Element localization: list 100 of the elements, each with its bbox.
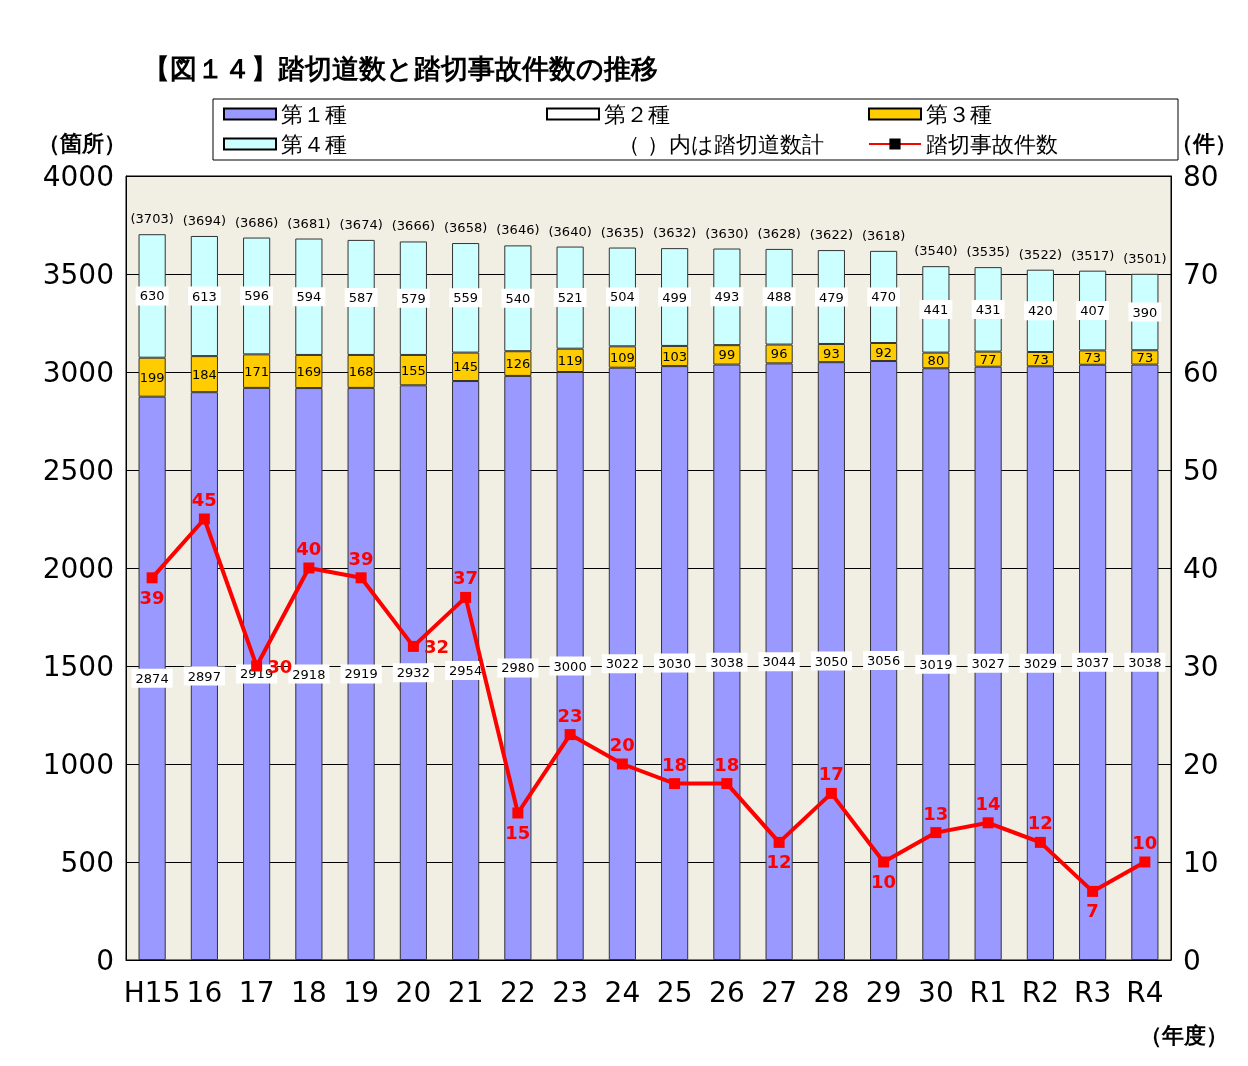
point bbox=[878, 856, 890, 868]
point bbox=[512, 807, 524, 819]
y-tick-label: 2000 bbox=[42, 551, 114, 585]
data-label: 488 bbox=[766, 289, 792, 305]
data-label: 587 bbox=[348, 289, 374, 305]
point bbox=[407, 640, 419, 652]
x-tick-label: 18 bbox=[291, 975, 327, 1009]
point bbox=[146, 572, 158, 584]
x-tick-label: 27 bbox=[761, 975, 797, 1009]
total-label: (3501) bbox=[1123, 250, 1167, 266]
data-label: 126 bbox=[505, 356, 531, 372]
data-label: 171 bbox=[244, 363, 270, 379]
x-tick-label: 29 bbox=[865, 975, 902, 1009]
data-label: 540 bbox=[505, 290, 531, 306]
data-label: 10 bbox=[1132, 832, 1158, 853]
data-label: 3030 bbox=[658, 655, 692, 671]
data-label: 20 bbox=[609, 734, 635, 755]
data-label: 2919 bbox=[344, 666, 378, 682]
data-label: 431 bbox=[975, 301, 1001, 317]
data-label: 493 bbox=[714, 289, 740, 305]
data-label: 14 bbox=[975, 792, 1001, 814]
data-label: 73 bbox=[1032, 351, 1049, 367]
x-tick-label: 30 bbox=[918, 975, 954, 1009]
data-label: 2980 bbox=[501, 660, 535, 676]
data-label: 579 bbox=[400, 290, 426, 306]
point bbox=[773, 836, 785, 848]
x-tick-label: 16 bbox=[186, 975, 223, 1009]
data-label: 23 bbox=[557, 704, 583, 726]
y-axis-title: （箇所） bbox=[38, 130, 126, 156]
data-label: 3027 bbox=[971, 655, 1005, 671]
total-label: (3622) bbox=[809, 227, 853, 243]
y-tick-label: 2500 bbox=[42, 453, 114, 487]
data-label: 39 bbox=[348, 547, 374, 569]
data-label: 15 bbox=[505, 822, 531, 843]
data-label: 96 bbox=[770, 346, 788, 362]
total-label: (3535) bbox=[966, 244, 1010, 260]
x-tick-label: 24 bbox=[604, 975, 641, 1009]
total-label: (3517) bbox=[1071, 247, 1115, 263]
data-label: 2897 bbox=[187, 668, 221, 684]
x-tick-label: R2 bbox=[1021, 975, 1060, 1009]
data-label: 7 bbox=[1086, 900, 1099, 922]
data-label: 420 bbox=[1027, 303, 1053, 319]
data-label: 109 bbox=[609, 349, 635, 365]
data-label: 407 bbox=[1080, 303, 1106, 319]
point bbox=[721, 778, 733, 790]
x-tick-label: 25 bbox=[656, 975, 693, 1009]
data-label: 80 bbox=[927, 352, 945, 368]
data-label: 199 bbox=[139, 369, 165, 385]
data-label: 470 bbox=[871, 289, 897, 305]
point bbox=[982, 817, 994, 829]
data-label: 441 bbox=[923, 301, 949, 317]
data-label: 40 bbox=[296, 538, 322, 559]
y2-tick-label: 70 bbox=[1183, 257, 1219, 291]
data-label: 594 bbox=[296, 289, 322, 305]
x-tick-label: R3 bbox=[1073, 975, 1112, 1009]
x-tick-label: 20 bbox=[395, 975, 432, 1009]
data-label: 99 bbox=[718, 347, 736, 363]
legend-label: 第１種 bbox=[281, 101, 347, 127]
point bbox=[1087, 885, 1099, 897]
point bbox=[669, 778, 681, 790]
data-label: 3037 bbox=[1076, 654, 1110, 670]
total-label: (3658) bbox=[444, 220, 488, 236]
data-label: 630 bbox=[139, 288, 165, 304]
total-label: (3674) bbox=[339, 216, 383, 232]
data-label: 103 bbox=[662, 348, 688, 364]
data-label: 17 bbox=[818, 763, 844, 785]
total-label: (3686) bbox=[235, 214, 279, 230]
data-label: 479 bbox=[818, 289, 844, 305]
point bbox=[460, 591, 472, 603]
y2-tick-label: 30 bbox=[1183, 649, 1219, 683]
data-label: 390 bbox=[1132, 304, 1158, 320]
legend-label: 踏切事故件数 bbox=[926, 131, 1058, 157]
data-label: 145 bbox=[453, 359, 479, 375]
data-label: 3038 bbox=[1128, 654, 1162, 670]
total-label: (3618) bbox=[862, 227, 906, 243]
data-label: 45 bbox=[191, 489, 217, 510]
data-label: 18 bbox=[714, 753, 740, 775]
x-tick-label: 26 bbox=[709, 975, 745, 1009]
point bbox=[616, 758, 628, 770]
x-axis-title: （年度） bbox=[1140, 1022, 1228, 1048]
text: （ ）内は踏切道数計 bbox=[618, 131, 824, 157]
data-label: 2918 bbox=[292, 666, 326, 682]
data-label: 3029 bbox=[1023, 655, 1057, 671]
point bbox=[303, 562, 315, 574]
data-label: 37 bbox=[453, 567, 479, 589]
chart-title: 【図１４】踏切道数と踏切事故件数の推移 bbox=[143, 53, 658, 84]
total-label: (3703) bbox=[130, 211, 174, 227]
total-label: (3628) bbox=[757, 225, 801, 241]
data-label: 77 bbox=[979, 351, 997, 367]
total-label: (3540) bbox=[914, 243, 958, 259]
data-label: 93 bbox=[823, 345, 840, 361]
x-tick-label: 23 bbox=[552, 975, 588, 1009]
y2-tick-label: 50 bbox=[1183, 453, 1219, 487]
data-label: 12 bbox=[1027, 812, 1053, 834]
total-label: (3646) bbox=[496, 222, 540, 238]
data-label: 596 bbox=[244, 288, 270, 304]
point bbox=[1139, 856, 1151, 868]
data-label: 3050 bbox=[814, 653, 848, 669]
data-label: 92 bbox=[875, 344, 892, 360]
data-label: 2932 bbox=[396, 665, 430, 681]
